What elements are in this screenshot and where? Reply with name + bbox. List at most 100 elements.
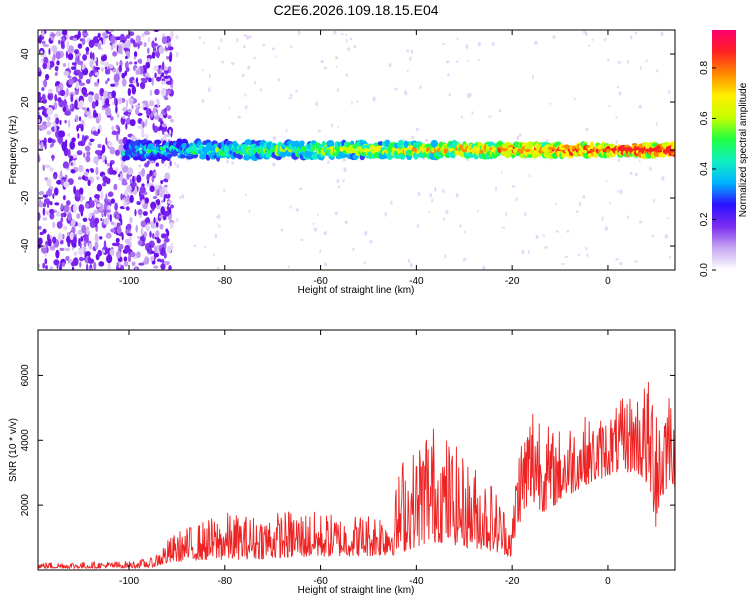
heatmap-noise-blob xyxy=(134,61,138,65)
heatmap-faint-blob xyxy=(617,60,621,65)
heatmap-noise-blob xyxy=(71,266,75,270)
heatmap-faint-blob xyxy=(619,261,623,266)
heatmap-faint-blob xyxy=(300,238,304,241)
heatmap-faint-blob xyxy=(443,217,445,222)
heatmap-noise-blob xyxy=(164,66,169,71)
heatmap-noise-blob xyxy=(170,204,174,209)
heatmap-noise-blob xyxy=(39,231,44,236)
heatmap-noise-blob xyxy=(149,109,152,115)
heatmap-noise-blob xyxy=(85,51,89,55)
heatmap-noise-blob xyxy=(163,196,166,203)
heatmap-noise-blob xyxy=(122,106,128,112)
heatmap-noise-blob xyxy=(108,141,113,148)
heatmap-noise-blob xyxy=(155,189,160,196)
heatmap-faint-blob xyxy=(327,160,330,165)
heatmap-noise-blob xyxy=(110,228,116,233)
heatmap-faint-blob xyxy=(324,262,328,267)
heatmap-noise-blob xyxy=(94,233,99,243)
heatmap-noise-blob xyxy=(94,209,98,214)
snr-xtick-label: 0 xyxy=(605,576,611,587)
heatmap-noise-blob xyxy=(105,137,108,146)
heatmap-faint-blob xyxy=(316,213,319,216)
heatmap-signal-blob xyxy=(299,140,305,146)
heatmap-faint-blob xyxy=(445,60,450,64)
heatmap-noise-blob xyxy=(136,174,142,183)
heatmap-noise-blob xyxy=(56,221,63,229)
heatmap-core-blob xyxy=(582,149,588,154)
heatmap-noise-blob xyxy=(160,233,167,239)
heatmap-noise-blob xyxy=(55,30,62,37)
heatmap-noise-blob xyxy=(61,262,66,267)
heatmap-noise-blob xyxy=(62,194,66,201)
heatmap-noise-blob xyxy=(72,37,77,42)
heatmap-faint-blob xyxy=(618,91,622,96)
heatmap-faint-blob xyxy=(577,253,581,257)
heatmap-noise-blob xyxy=(104,61,110,67)
heatmap-noise-blob xyxy=(164,96,169,101)
heatmap-faint-blob xyxy=(429,192,433,198)
heatmap-noise-blob xyxy=(103,90,109,100)
heatmap-noise-blob xyxy=(140,227,144,236)
heatmap-noise-blob xyxy=(107,263,111,270)
heatmap-noise-blob xyxy=(155,221,159,228)
heatmap-faint-blob xyxy=(334,211,338,216)
heatmap-noise-blob xyxy=(78,164,84,173)
heatmap-noise-blob xyxy=(120,98,126,103)
heatmap-noise-blob xyxy=(149,89,153,97)
heatmap-faint-blob xyxy=(332,30,337,35)
heatmap-faint-blob xyxy=(603,37,607,42)
heatmap-noise-blob xyxy=(54,72,58,77)
heatmap-faint-blob xyxy=(248,209,251,214)
heatmap-noise-blob xyxy=(48,48,51,55)
heatmap-faint-blob xyxy=(527,250,530,255)
heatmap-faint-blob xyxy=(390,200,393,206)
heatmap-faint-blob xyxy=(462,257,467,262)
heatmap-noise-blob xyxy=(141,199,145,206)
heatmap-signal-blob xyxy=(318,144,323,149)
heatmap-faint-blob xyxy=(175,54,179,58)
heatmap-faint-blob xyxy=(459,224,462,228)
heatmap-faint-blob xyxy=(491,41,495,46)
heatmap-faint-blob xyxy=(425,138,429,143)
heatmap-core-blob xyxy=(461,149,467,153)
heatmap-noise-blob xyxy=(134,209,137,217)
heatmap-noise-blob xyxy=(153,265,159,269)
heatmap-ytick-label: -40 xyxy=(20,238,31,253)
heatmap-noise-blob xyxy=(88,39,95,49)
heatmap-noise-blob xyxy=(84,145,91,152)
heatmap-faint-blob xyxy=(244,193,247,196)
heatmap-noise-blob xyxy=(134,267,138,270)
heatmap-noise-blob xyxy=(155,76,162,82)
heatmap-noise-blob xyxy=(79,85,82,92)
heatmap-noise-blob xyxy=(96,183,103,192)
heatmap-faint-blob xyxy=(415,127,419,132)
heatmap-faint-blob xyxy=(203,245,206,249)
heatmap-noise-blob xyxy=(146,222,150,230)
heatmap-noise-blob xyxy=(143,42,147,48)
heatmap-faint-blob xyxy=(319,249,322,253)
heatmap-core-blob xyxy=(501,148,508,152)
heatmap-noise-blob xyxy=(98,112,102,122)
heatmap-noise-blob xyxy=(121,78,127,87)
heatmap-noise-blob xyxy=(45,265,48,270)
heatmap-faint-blob xyxy=(607,58,610,62)
heatmap-noise-blob xyxy=(161,80,167,85)
heatmap-noise-blob xyxy=(161,72,165,77)
heatmap-noise-blob xyxy=(77,30,81,39)
heatmap-noise-blob xyxy=(124,188,129,197)
colorbar-tick-label: 0.6 xyxy=(699,111,710,125)
heatmap-noise-blob xyxy=(127,254,132,263)
heatmap-noise-blob xyxy=(84,202,90,209)
heatmap-faint-blob xyxy=(174,161,177,166)
heatmap-faint-blob xyxy=(347,47,351,52)
heatmap-noise-blob xyxy=(132,175,135,184)
heatmap-noise-blob xyxy=(88,94,93,103)
heatmap-noise-blob xyxy=(129,119,136,127)
snr-ytick-label: 2000 xyxy=(20,494,31,517)
heatmap-noise-blob xyxy=(163,210,170,217)
heatmap-faint-blob xyxy=(337,126,339,129)
heatmap-signal-blob xyxy=(340,152,348,158)
heatmap-noise-blob xyxy=(129,234,132,243)
heatmap-noise-blob xyxy=(149,209,153,214)
heatmap-noise-blob xyxy=(147,36,151,43)
